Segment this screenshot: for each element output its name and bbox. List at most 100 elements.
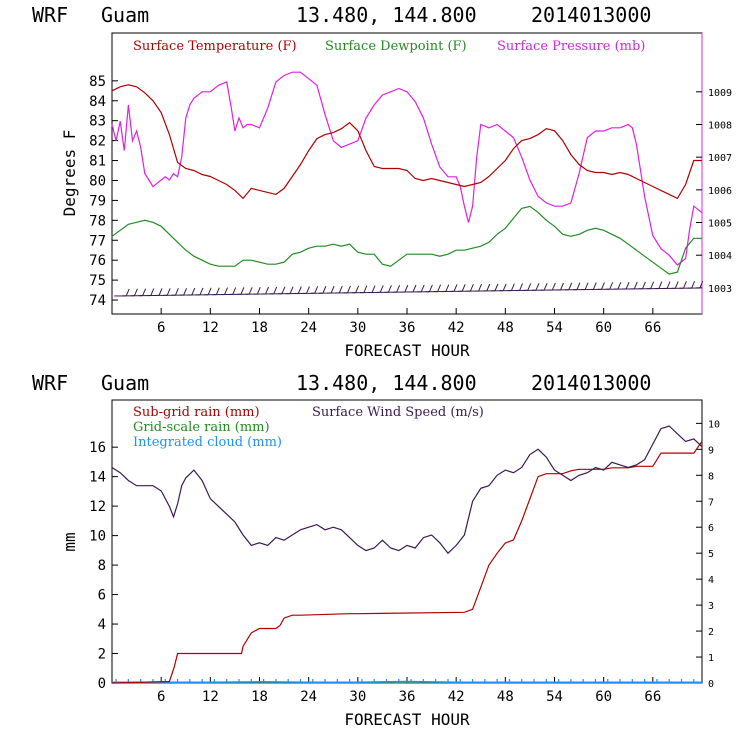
bottom-header-init: 2014013000 xyxy=(531,371,651,395)
bottom-y-axis-label: mm xyxy=(60,532,79,551)
y2-tick-label: 1004 xyxy=(708,251,732,262)
y-tick-label: 83 xyxy=(89,114,106,130)
legend-pressure: Surface Pressure (mb) xyxy=(497,39,645,54)
barb-flag xyxy=(174,288,179,296)
y2-tick-label: 1003 xyxy=(708,284,732,295)
barb-flag xyxy=(404,284,409,293)
x-tick-label: 42 xyxy=(448,320,465,336)
barb-flag xyxy=(420,284,425,293)
barb-flag xyxy=(265,286,269,295)
barb-flag xyxy=(691,280,696,289)
barb-flag xyxy=(658,281,663,289)
barb-flag xyxy=(224,287,228,295)
y-tick-label: 79 xyxy=(89,193,106,209)
x-tick-label: 6 xyxy=(157,689,165,705)
barb-flag xyxy=(494,283,499,292)
top-header-station: Guam xyxy=(101,3,149,27)
y-tick-label: 14 xyxy=(89,470,106,486)
y2-tick-label: 10 xyxy=(708,419,720,430)
x-tick-label: 42 xyxy=(448,689,465,705)
barb-flag xyxy=(453,284,458,292)
barb-flag xyxy=(445,284,450,292)
top-header-init: 2014013000 xyxy=(531,3,651,27)
series-temperature-line xyxy=(111,84,702,200)
barb-flag xyxy=(535,283,540,291)
legend-temperature: Surface Temperature (F) xyxy=(133,39,297,54)
barb-flag xyxy=(346,285,351,294)
top-y-axis-label: Degrees F xyxy=(60,130,79,217)
y2-tick-label: 1007 xyxy=(708,153,732,164)
barb-flag xyxy=(625,281,630,290)
bottom-y-ticks: 0 2 4 6 8 10 12 14 16 xyxy=(89,440,118,692)
y2-tick-label: 3 xyxy=(708,601,714,612)
y-tick-label: 0 xyxy=(98,676,106,692)
top-chart: WRF Guam 13.480, 144.800 2014013000 6 12 1… xyxy=(32,3,732,360)
x-tick-label: 36 xyxy=(399,689,416,705)
barb-flag xyxy=(478,283,483,292)
y-tick-label: 81 xyxy=(89,154,106,170)
x-tick-label: 48 xyxy=(497,320,514,336)
barb-flag xyxy=(150,288,155,296)
barb-flag xyxy=(576,282,581,290)
barb-flag xyxy=(519,283,523,291)
y2-tick-label: 1009 xyxy=(708,88,732,99)
y2-tick-label: 1008 xyxy=(708,120,732,131)
y-tick-label: 10 xyxy=(89,529,106,545)
y2-tick-label: 6 xyxy=(708,523,714,534)
barb-flag xyxy=(650,281,655,289)
barb-flag xyxy=(699,280,704,289)
barb-flag xyxy=(502,283,507,291)
barb-flag xyxy=(674,281,679,289)
x-tick-label: 6 xyxy=(157,320,165,336)
barb-flag xyxy=(338,285,343,294)
top-header-coords: 13.480, 144.800 xyxy=(296,3,477,27)
barb-flag xyxy=(297,286,302,294)
series-cloud-line xyxy=(112,680,702,684)
barb-flag xyxy=(437,284,442,292)
series-dewpoint-line xyxy=(111,205,702,275)
barb-flag xyxy=(510,283,515,291)
barb-flag xyxy=(387,285,392,293)
x-tick-label: 54 xyxy=(546,689,563,705)
barb-flag xyxy=(215,287,220,295)
barb-flag xyxy=(371,285,376,293)
barb-flag xyxy=(584,282,589,290)
y2-tick-label: 8 xyxy=(708,471,714,482)
barb-flag xyxy=(641,281,646,290)
barb-flag xyxy=(551,282,556,291)
barb-flag xyxy=(248,287,253,295)
barb-flag xyxy=(322,286,327,294)
barb-flag xyxy=(191,287,196,296)
y-tick-label: 12 xyxy=(89,499,106,515)
barb-flag xyxy=(379,285,384,293)
barb-flag xyxy=(142,288,147,296)
y-tick-label: 6 xyxy=(98,588,106,604)
barb-flag xyxy=(125,288,130,297)
barb-flag xyxy=(617,281,622,290)
series-pressure-line xyxy=(111,71,703,266)
x-tick-label: 60 xyxy=(595,689,612,705)
y-tick-label: 8 xyxy=(98,558,106,574)
y2-tick-label: 2 xyxy=(708,627,714,638)
y-tick-label: 2 xyxy=(98,647,106,663)
x-tick-label: 60 xyxy=(595,320,612,336)
legend-integrated-cloud: Integrated cloud (mm) xyxy=(133,435,282,450)
barb-flag xyxy=(240,287,245,295)
y-tick-label: 82 xyxy=(89,134,106,150)
barb-flag xyxy=(199,287,204,296)
barb-flag xyxy=(543,283,548,291)
legend-wind-speed: Surface Wind Speed (m/s) xyxy=(312,405,484,420)
y2-tick-label: 4 xyxy=(708,575,714,586)
legend-gridscale-rain: Grid-scale rain (mm) xyxy=(133,420,270,435)
y2-tick-label: 1006 xyxy=(708,186,732,197)
barb-flag xyxy=(666,281,671,289)
y-tick-label: 16 xyxy=(89,440,106,456)
series-wind-line xyxy=(111,425,703,555)
y-tick-label: 84 xyxy=(89,94,106,110)
barb-flag xyxy=(527,283,532,291)
y-tick-label: 76 xyxy=(89,253,106,269)
y2-tick-label: 5 xyxy=(708,549,714,560)
barb-flag xyxy=(355,285,360,293)
legend-subgrid-rain: Sub-grid rain (mm) xyxy=(133,405,260,420)
